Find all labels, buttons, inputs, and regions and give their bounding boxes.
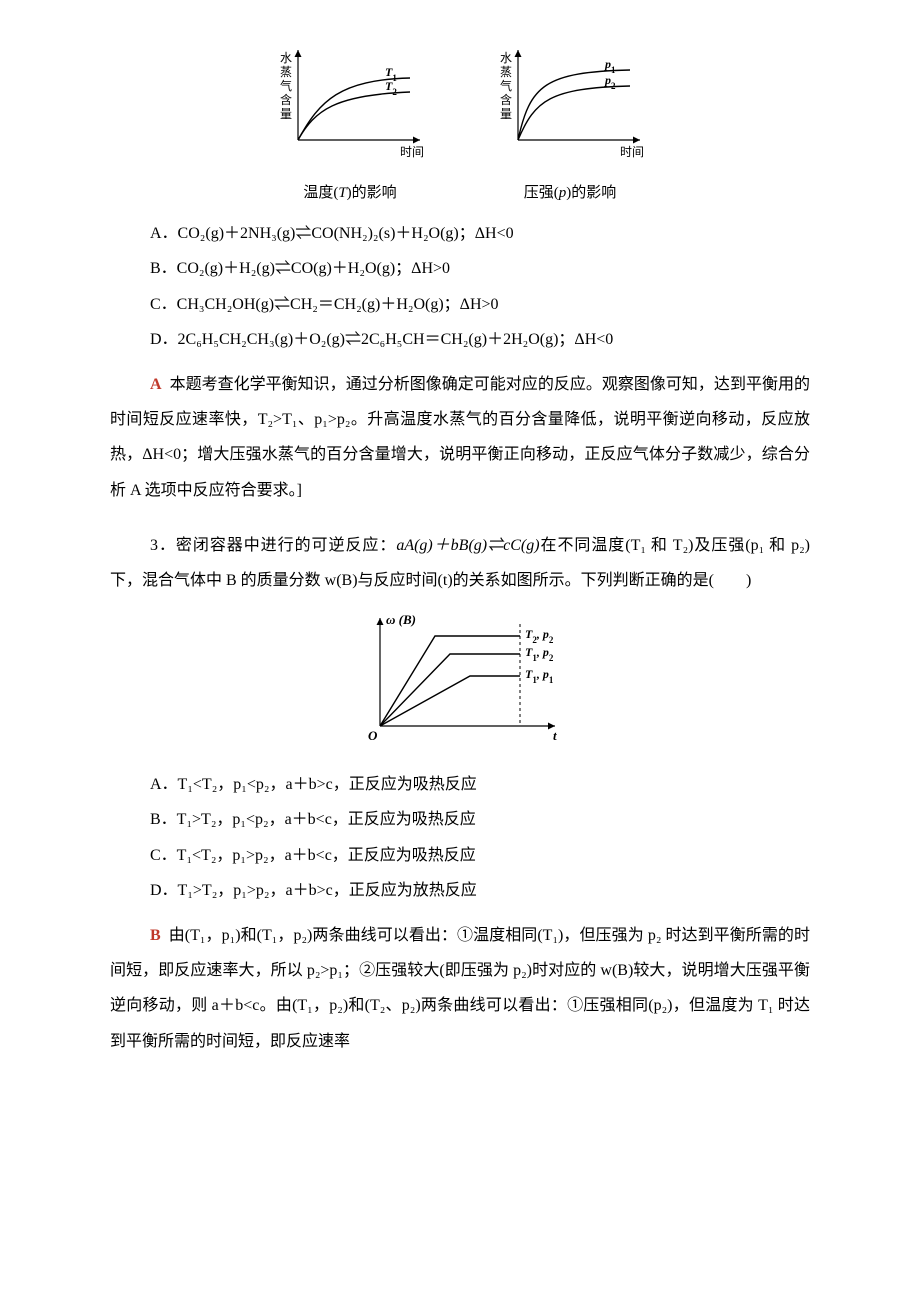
svg-text:含: 含 bbox=[280, 92, 292, 107]
q2-option-C: C．CH₃CH₂OH(g)⇌CH₂＝CH₂(g)＋H₂O(g)；ΔH>0 bbox=[110, 287, 810, 322]
svg-text:量: 量 bbox=[500, 107, 512, 121]
chart-temperature: 水蒸气含量T1T2时间 bbox=[270, 40, 430, 160]
svg-text:T1, p1: T1, p1 bbox=[525, 667, 554, 685]
figures-row-top: 水蒸气含量T1T2时间 温度(T)的影响 水蒸气含量p1p2时间 压强(p)的影… bbox=[110, 40, 810, 210]
q2-option-A: A．CO₂(g)＋2NH₃(g)⇌CO(NH₂)₂(s)＋H₂O(g)；ΔH<0 bbox=[110, 216, 810, 251]
q3-answer: B由(T₁，p₁)和(T₁，p₂)两条曲线可以看出：①温度相同(T₁)，但压强为… bbox=[110, 918, 810, 1059]
svg-text:水: 水 bbox=[280, 51, 292, 65]
svg-text:水: 水 bbox=[500, 51, 512, 65]
svg-text:O: O bbox=[368, 728, 378, 743]
q3-stem: 3．密闭容器中进行的可逆反应：aA(g)＋bB(g)⇌cC(g)在不同温度(T₁… bbox=[110, 528, 810, 598]
q3-option-B: B．T₁>T₂，p₁<p₂，a＋b<c，正反应为吸热反应 bbox=[110, 802, 810, 837]
q2-answer-label: A bbox=[150, 376, 170, 393]
q2-option-B: B．CO₂(g)＋H₂(g)⇌CO(g)＋H₂O(g)；ΔH>0 bbox=[110, 251, 810, 286]
svg-text:时间: 时间 bbox=[620, 145, 644, 159]
svg-text:T1, p2: T1, p2 bbox=[525, 645, 554, 663]
svg-text:含: 含 bbox=[500, 92, 512, 107]
figure-pressure: 水蒸气含量p1p2时间 压强(p)的影响 bbox=[490, 40, 650, 210]
svg-text:蒸: 蒸 bbox=[280, 65, 292, 79]
svg-text:蒸: 蒸 bbox=[500, 65, 512, 79]
figure-temperature-caption: 温度(T)的影响 bbox=[270, 177, 430, 210]
chart-q3: ω (B) Ot T2, p2T1, p2 T1, p1 bbox=[350, 606, 570, 746]
chart-pressure: 水蒸气含量p1p2时间 bbox=[490, 40, 650, 160]
figure-pressure-caption: 压强(p)的影响 bbox=[490, 177, 650, 210]
svg-text:T2, p2: T2, p2 bbox=[525, 627, 554, 645]
q3-option-A: A．T₁<T₂，p₁<p₂，a＋b>c，正反应为吸热反应 bbox=[110, 767, 810, 802]
figure-temperature: 水蒸气含量T1T2时间 温度(T)的影响 bbox=[270, 40, 430, 210]
svg-text:时间: 时间 bbox=[400, 145, 424, 159]
svg-text:量: 量 bbox=[280, 107, 292, 121]
svg-text:p2: p2 bbox=[604, 73, 616, 91]
q2-answer: A本题考查化学平衡知识，通过分析图像确定可能对应的反应。观察图像可知，达到平衡用… bbox=[110, 367, 810, 508]
svg-text:ω (B): ω (B) bbox=[386, 612, 416, 627]
q2-answer-text: 本题考查化学平衡知识，通过分析图像确定可能对应的反应。观察图像可知，达到平衡用的… bbox=[110, 376, 810, 499]
q2-option-D: D．2C₆H₅CH₂CH₃(g)＋O₂(g)⇌2C₆H₅CH＝CH₂(g)＋2H… bbox=[110, 322, 810, 357]
q3-option-D: D．T₁>T₂，p₁>p₂，a＋b>c，正反应为放热反应 bbox=[110, 873, 810, 908]
q3-answer-label: B bbox=[150, 927, 169, 944]
svg-text:气: 气 bbox=[280, 78, 292, 93]
q3-figure-wrap: ω (B) Ot T2, p2T1, p2 T1, p1 bbox=[110, 606, 810, 759]
svg-text:气: 气 bbox=[500, 78, 512, 93]
q3-option-C: C．T₁<T₂，p₁>p₂，a＋b<c，正反应为吸热反应 bbox=[110, 838, 810, 873]
q3-answer-text: 由(T₁，p₁)和(T₁，p₂)两条曲线可以看出：①温度相同(T₁)，但压强为 … bbox=[110, 927, 810, 1050]
svg-text:t: t bbox=[553, 728, 557, 743]
